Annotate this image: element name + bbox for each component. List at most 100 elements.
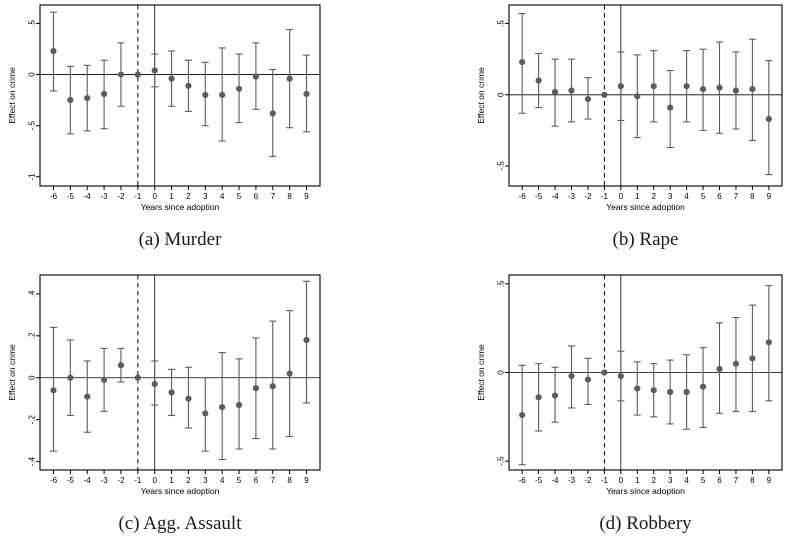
svg-text:0: 0 xyxy=(28,72,37,77)
svg-text:1: 1 xyxy=(169,192,174,201)
panel-caption-murder: (a) Murder xyxy=(138,229,222,250)
svg-text:Effect on crime: Effect on crime xyxy=(476,67,486,124)
svg-text:0: 0 xyxy=(28,375,37,380)
svg-text:-2: -2 xyxy=(584,192,592,201)
svg-text:7: 7 xyxy=(734,192,739,201)
svg-text:-5: -5 xyxy=(535,192,543,201)
svg-text:9: 9 xyxy=(767,476,772,485)
svg-text:4: 4 xyxy=(684,192,689,201)
svg-text:-1: -1 xyxy=(601,476,609,485)
svg-text:.2: .2 xyxy=(28,332,37,339)
panel-caption-robbery: (d) Robbery xyxy=(599,513,692,534)
svg-text:6: 6 xyxy=(717,192,722,201)
rape-event-study-chart: .5 0 -.5 -6 -5 -4 -3 -2 -1 0 1 2 3 4 5 6 7 8 9 Years since … xyxy=(476,4,783,212)
svg-text:-1: -1 xyxy=(601,192,609,201)
svg-text:0: 0 xyxy=(497,370,506,375)
svg-text:5: 5 xyxy=(701,476,706,485)
panel-rape: .5 0 -.5 -6 -5 -4 -3 -2 -1 0 1 2 3 4 5 6 7 8 9 Years since … xyxy=(397,0,794,262)
svg-text:Years since adoption: Years since adoption xyxy=(606,202,685,212)
robbery-event-study-chart: .5 0 -.5 -6 -5 -4 -3 -2 -1 0 1 2 3 4 5 6 7 8 9 Years since … xyxy=(476,274,783,496)
svg-text:Years since adoption: Years since adoption xyxy=(141,202,220,212)
svg-text:-4: -4 xyxy=(551,192,559,201)
svg-text:-6: -6 xyxy=(519,192,527,201)
svg-text:3: 3 xyxy=(203,192,208,201)
panel-caption-agg-assault: (c) Agg. Assault xyxy=(118,513,242,534)
svg-text:-.4: -.4 xyxy=(28,456,37,466)
svg-text:8: 8 xyxy=(750,476,755,485)
svg-text:Years since adoption: Years since adoption xyxy=(141,486,220,496)
svg-text:-5: -5 xyxy=(535,476,543,485)
panel-robbery: .5 0 -.5 -6 -5 -4 -3 -2 -1 0 1 2 3 4 5 6 7 8 9 Years since … xyxy=(397,262,794,537)
svg-text:2: 2 xyxy=(651,192,656,201)
svg-text:1: 1 xyxy=(169,476,174,485)
svg-text:-3: -3 xyxy=(101,192,109,201)
svg-text:0: 0 xyxy=(619,476,624,485)
svg-text:-1: -1 xyxy=(134,476,142,485)
svg-text:6: 6 xyxy=(717,476,722,485)
svg-text:8: 8 xyxy=(750,192,755,201)
svg-text:0: 0 xyxy=(497,92,506,97)
svg-text:7: 7 xyxy=(271,192,276,201)
svg-text:2: 2 xyxy=(186,476,191,485)
svg-text:0: 0 xyxy=(152,192,157,201)
svg-text:4: 4 xyxy=(220,476,225,485)
svg-text:-2: -2 xyxy=(117,476,125,485)
svg-text:9: 9 xyxy=(304,476,309,485)
agg-assault-event-study-chart: .4 .2 0 -.2 -.4 -6 -5 -4 -3 -2 -1 0 1 2 3 4 5 6 7 8 9 Years s… xyxy=(7,274,321,496)
svg-text:-3: -3 xyxy=(568,192,576,201)
svg-text:7: 7 xyxy=(734,476,739,485)
svg-text:1: 1 xyxy=(635,192,640,201)
svg-text:-4: -4 xyxy=(551,476,559,485)
svg-text:Effect on crime: Effect on crime xyxy=(7,67,17,124)
svg-text:-6: -6 xyxy=(519,476,527,485)
svg-text:-6: -6 xyxy=(50,192,58,201)
murder-event-study-chart: .5 0 -.5 -1 -6 -5 -4 -3 -2 -1 0 1 2 3 4 5 6 7 8 9 Years sinc… xyxy=(7,4,321,212)
svg-text:5: 5 xyxy=(701,192,706,201)
svg-text:6: 6 xyxy=(254,192,259,201)
svg-text:Effect on crime: Effect on crime xyxy=(7,344,17,401)
svg-text:5: 5 xyxy=(237,192,242,201)
svg-text:-.5: -.5 xyxy=(497,161,506,171)
svg-text:-.2: -.2 xyxy=(28,414,37,424)
svg-text:-3: -3 xyxy=(568,476,576,485)
svg-text:7: 7 xyxy=(271,476,276,485)
svg-text:.4: .4 xyxy=(28,290,37,297)
svg-text:0: 0 xyxy=(152,476,157,485)
svg-text:-.5: -.5 xyxy=(497,456,506,466)
svg-text:9: 9 xyxy=(767,192,772,201)
svg-text:5: 5 xyxy=(237,476,242,485)
panel-caption-rape: (b) Rape xyxy=(612,229,679,250)
svg-text:-3: -3 xyxy=(101,476,109,485)
svg-text:4: 4 xyxy=(220,192,225,201)
svg-text:-2: -2 xyxy=(584,476,592,485)
svg-text:Years since adoption: Years since adoption xyxy=(606,486,685,496)
svg-text:4: 4 xyxy=(684,476,689,485)
svg-text:.5: .5 xyxy=(28,20,37,27)
svg-text:8: 8 xyxy=(287,192,292,201)
svg-text:2: 2 xyxy=(186,192,191,201)
panel-agg-assault: .4 .2 0 -.2 -.4 -6 -5 -4 -3 -2 -1 0 1 2 3 4 5 6 7 8 9 Years s… xyxy=(0,262,397,537)
svg-text:-1: -1 xyxy=(28,173,37,181)
svg-text:.5: .5 xyxy=(497,20,506,27)
svg-text:-2: -2 xyxy=(117,192,125,201)
svg-text:-5: -5 xyxy=(67,476,75,485)
svg-text:-5: -5 xyxy=(67,192,75,201)
svg-text:6: 6 xyxy=(254,476,259,485)
svg-text:-1: -1 xyxy=(134,192,142,201)
svg-text:8: 8 xyxy=(287,476,292,485)
svg-text:-4: -4 xyxy=(84,476,92,485)
svg-text:-.5: -.5 xyxy=(28,120,37,130)
svg-text:.5: .5 xyxy=(497,280,506,287)
svg-text:-4: -4 xyxy=(84,192,92,201)
svg-text:-6: -6 xyxy=(50,476,58,485)
svg-text:3: 3 xyxy=(203,476,208,485)
svg-text:Effect on crime: Effect on crime xyxy=(476,344,486,401)
svg-text:0: 0 xyxy=(619,192,624,201)
svg-text:1: 1 xyxy=(635,476,640,485)
svg-text:3: 3 xyxy=(668,476,673,485)
svg-text:3: 3 xyxy=(668,192,673,201)
svg-text:9: 9 xyxy=(304,192,309,201)
svg-text:2: 2 xyxy=(651,476,656,485)
